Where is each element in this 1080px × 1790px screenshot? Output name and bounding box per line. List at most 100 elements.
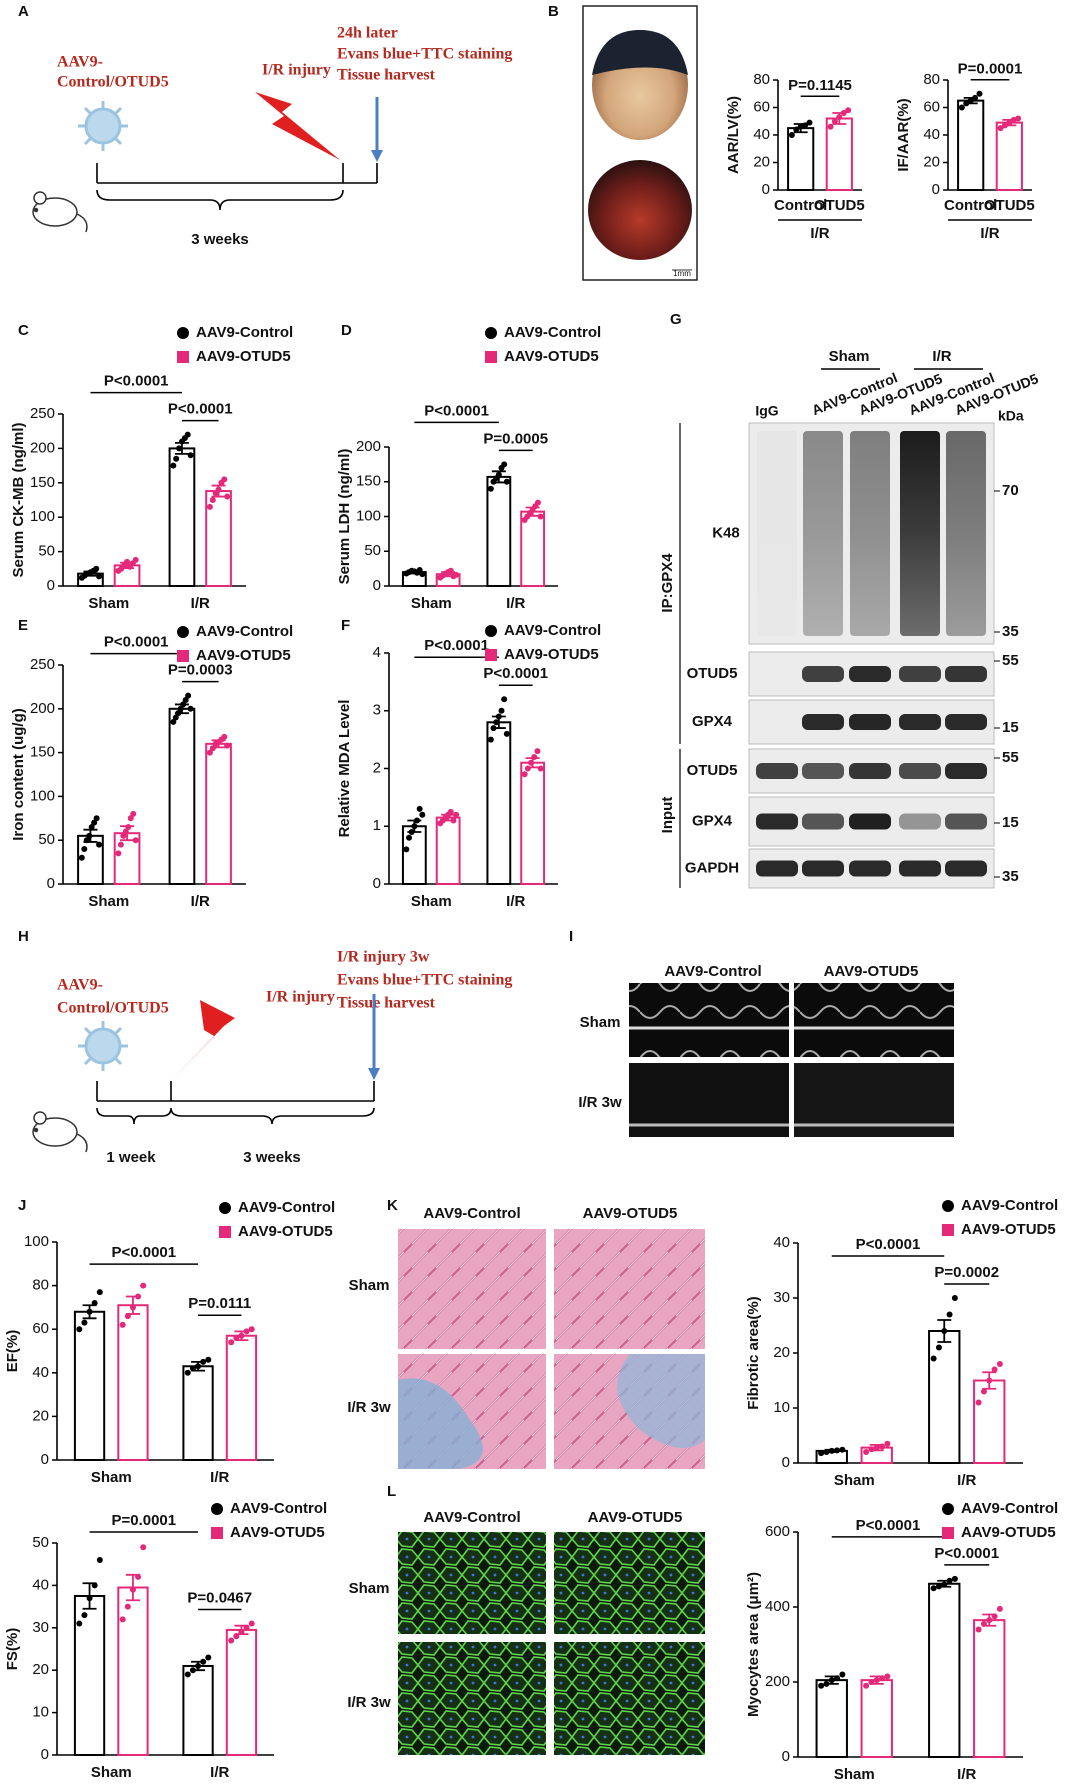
data-point (873, 1677, 880, 1684)
endpoint-label: Evans blue+TTC staining (337, 972, 512, 989)
fibrosis (617, 1354, 705, 1448)
bar (973, 1379, 1006, 1464)
data-point (122, 828, 129, 835)
data-point (823, 1680, 830, 1687)
data-point (447, 808, 454, 815)
p-value: P=0.0003 (168, 662, 233, 679)
data-point (951, 1295, 958, 1301)
y-tick-label: 1 (373, 817, 381, 834)
blot-row-label: GAPDH (685, 859, 739, 876)
data-point (127, 815, 134, 822)
p-value: P=0.0111 (188, 1295, 251, 1312)
y-tick-label: 20 (753, 153, 770, 170)
data-point (788, 132, 795, 138)
legend-label: AAV9-OTUD5 (196, 348, 291, 365)
data-point (996, 1361, 1003, 1367)
endpoint-label: 24h later (337, 25, 398, 42)
data-point (453, 811, 460, 818)
bar (957, 99, 985, 191)
western-blot: IgG AAV9-ControlAAV9-OTUD5AAV9-ControlAAV… (659, 348, 1041, 889)
column-label: AAV9-OTUD5 (583, 1205, 678, 1222)
data-point (884, 1440, 891, 1447)
data-point (81, 845, 88, 852)
data-point (997, 125, 1004, 132)
p-value: P<0.0001 (111, 1244, 176, 1261)
x-tick-label: I/R (506, 893, 525, 910)
p-value: P=0.0002 (934, 1264, 999, 1281)
data-point (802, 122, 809, 129)
data-point (238, 1332, 245, 1339)
bar (205, 742, 232, 886)
group-label: I/R (980, 225, 999, 242)
y-axis-label: Relative MDA Level (336, 700, 353, 838)
data-point (946, 1311, 953, 1318)
data-point (991, 1366, 998, 1373)
data-point (124, 1603, 131, 1610)
y-tick-label: 100 (356, 507, 381, 524)
y-tick-label: 80 (753, 71, 770, 88)
blot-row-label: OTUD5 (687, 665, 738, 682)
data-point (873, 1444, 880, 1451)
group-label: Sham (829, 348, 870, 365)
data-point (135, 1293, 142, 1300)
legend-marker (211, 1503, 223, 1515)
data-point (93, 815, 100, 822)
blot-row-label: K48 (712, 524, 740, 541)
mw-marker: 55 (1002, 749, 1019, 766)
y-tick-label: 40 (32, 1364, 49, 1381)
endpoint-label: Tissue harvest (337, 995, 436, 1012)
bar (825, 117, 853, 191)
data-point (493, 719, 500, 726)
data-point (184, 1369, 191, 1376)
data-point (1001, 122, 1008, 129)
treatment-label: Control/OTUD5 (57, 1000, 169, 1017)
bar (787, 127, 815, 191)
p-value: P<0.0001 (104, 373, 169, 390)
data-point (930, 1585, 937, 1592)
legend-marker (942, 1224, 954, 1236)
data-point (221, 476, 228, 483)
injury-label: I/R injury (266, 989, 335, 1006)
treatment-label: AAV9- (57, 977, 103, 994)
data-point (980, 1620, 987, 1627)
ip-label: IP:GPX4 (659, 553, 676, 613)
blot-row-label: GPX4 (692, 713, 733, 730)
data-point (200, 1358, 207, 1365)
y-tick-label: 60 (923, 98, 940, 115)
echo-panel: AAV9-Control AAV9-OTUD5 Sham I/R 3w (578, 963, 954, 1137)
if-image (398, 1642, 546, 1755)
y-tick-label: 50 (38, 543, 55, 560)
treatment-label: AAV9- (57, 54, 103, 71)
data-point (170, 462, 177, 469)
data-point (175, 710, 182, 717)
bar (168, 707, 196, 885)
y-tick-label: 100 (30, 508, 55, 525)
data-point (187, 705, 194, 712)
x-tick-label: I/R (957, 1472, 976, 1489)
bar (182, 1365, 214, 1462)
blot-smear (757, 431, 797, 636)
data-point (86, 1308, 93, 1315)
histology-image (398, 1229, 546, 1349)
data-point (206, 503, 213, 510)
bar (486, 475, 512, 588)
bar (182, 1664, 214, 1756)
blot-band (802, 666, 844, 682)
data-point (224, 742, 231, 749)
x-tick-label: Sham (411, 595, 452, 612)
brace (96, 189, 344, 211)
data-point (125, 824, 132, 831)
blot-band (899, 813, 941, 830)
wga-panel: AAV9-Control AAV9-OTUD5 Sham I/R 3w (347, 1509, 705, 1755)
panel-label: A (18, 3, 29, 20)
data-point (991, 1613, 998, 1620)
data-point (83, 837, 90, 844)
y-tick-label: 0 (373, 875, 381, 892)
blot-band (945, 813, 987, 830)
x-tick-label: I/R (957, 1766, 976, 1783)
panel-label: F (341, 617, 350, 634)
y-tick-label: 50 (364, 542, 381, 559)
legend-label: AAV9-Control (196, 324, 293, 341)
data-point (88, 824, 95, 831)
